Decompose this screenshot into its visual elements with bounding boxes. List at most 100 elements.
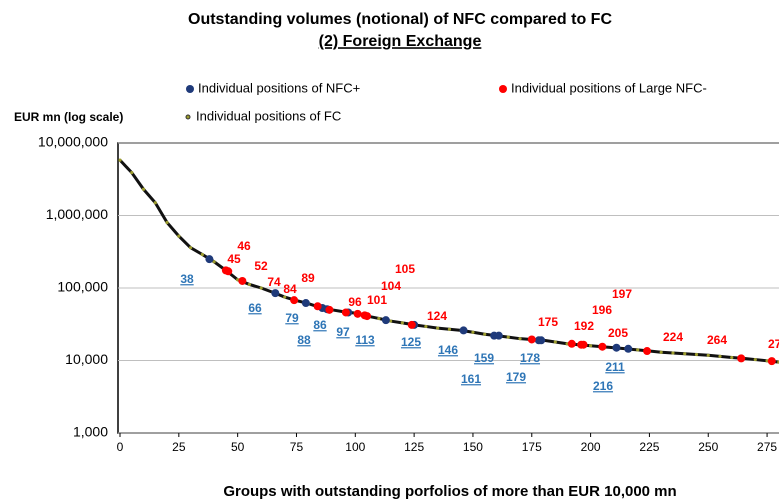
- point-label: 96: [348, 295, 362, 309]
- point-label: 197: [612, 287, 632, 301]
- x-tick-label: 75: [290, 440, 304, 454]
- point-label: 105: [395, 262, 415, 276]
- fc-point: [753, 357, 757, 362]
- nfc-plus-point: [301, 299, 310, 308]
- point-label: 84: [283, 282, 297, 296]
- fc-point: [589, 344, 593, 348]
- point-label: 175: [538, 315, 558, 329]
- chart-subtitle: (2) Foreign Exchange: [319, 33, 482, 50]
- point-label: 224: [663, 330, 683, 344]
- fc-point: [283, 295, 287, 299]
- x-tick-label: 250: [698, 440, 718, 454]
- point-label: 146: [438, 343, 458, 357]
- point-label: 124: [427, 309, 447, 323]
- point-label: 79: [285, 311, 299, 325]
- y-tick-label: 1,000,000: [46, 206, 108, 222]
- nfc-minus-point: [325, 305, 334, 314]
- fc-point: [471, 330, 475, 334]
- fc-point: [483, 332, 487, 336]
- y-axis-label: EUR mn (log scale): [14, 110, 123, 124]
- point-label: 45: [227, 252, 241, 266]
- point-label: 205: [608, 326, 628, 340]
- point-label: 196: [592, 303, 612, 317]
- nfc-minus-point: [579, 340, 588, 349]
- point-label: 97: [336, 325, 350, 339]
- nfc-minus-point: [767, 357, 776, 366]
- nfc-minus-point: [224, 267, 233, 276]
- point-label: 52: [254, 259, 268, 273]
- nfc-plus-point: [381, 316, 390, 325]
- nfc-plus-point: [612, 343, 621, 352]
- fc-point: [518, 337, 522, 341]
- legend-marker: [186, 85, 194, 93]
- fc-point: [165, 220, 169, 225]
- x-tick-label: 150: [463, 440, 483, 454]
- nfc-minus-point: [643, 347, 652, 356]
- fc-point: [153, 201, 157, 205]
- point-label: 88: [297, 333, 311, 347]
- x-tick-label: 25: [172, 440, 186, 454]
- nfc-plus-point: [271, 289, 280, 298]
- fc-point: [659, 350, 663, 354]
- nfc-plus-point: [624, 344, 633, 353]
- fc-point: [118, 158, 122, 162]
- point-label: 211: [605, 360, 625, 374]
- point-label: 46: [237, 239, 251, 253]
- nfc-minus-point: [290, 296, 299, 305]
- legend-label: Individual positions of NFC+: [198, 80, 360, 95]
- point-label: 113: [355, 333, 375, 347]
- nfc-minus-point: [737, 354, 746, 363]
- fc-point: [377, 316, 381, 321]
- x-tick-label: 125: [404, 440, 424, 454]
- legend-marker: [185, 114, 191, 120]
- fc-point: [424, 324, 428, 329]
- nfc-plus-point: [205, 255, 214, 264]
- point-label: 74: [267, 275, 281, 289]
- fc-point: [683, 352, 687, 356]
- x-tick-label: 175: [522, 440, 542, 454]
- nfc-minus-point: [598, 342, 607, 351]
- x-tick-label: 275: [757, 440, 777, 454]
- nfc-minus-point: [567, 339, 576, 348]
- point-label: 161: [461, 372, 481, 386]
- fc-point: [259, 286, 263, 290]
- fc-point: [400, 321, 404, 325]
- point-label: 101: [367, 293, 387, 307]
- point-label: 264: [707, 333, 727, 347]
- legend-marker: [499, 85, 507, 93]
- x-tick-label: 50: [231, 440, 245, 454]
- nfc-plus-point: [494, 331, 503, 340]
- nfc-plus-point: [537, 336, 546, 345]
- fc-point: [436, 326, 440, 330]
- nfc-plus-point: [459, 326, 468, 335]
- fc-point: [553, 340, 557, 344]
- fc-point: [188, 246, 193, 250]
- fc-point: [141, 187, 146, 191]
- point-label: 38: [180, 272, 194, 286]
- point-label: 86: [313, 318, 327, 332]
- point-label: 179: [506, 370, 526, 384]
- fc-point: [730, 355, 734, 360]
- fc-point: [177, 234, 181, 238]
- nfc-minus-point: [363, 312, 372, 321]
- fc-point: [130, 171, 134, 175]
- y-tick-label: 1,000: [73, 424, 108, 440]
- fc-point: [706, 353, 710, 357]
- x-tick-label: 200: [581, 440, 601, 454]
- point-label: 104: [381, 279, 401, 293]
- point-label: 66: [248, 301, 262, 315]
- nfc-minus-point: [313, 302, 322, 311]
- fc-point: [200, 252, 204, 257]
- x-tick-label: 225: [639, 440, 659, 454]
- point-label: 125: [401, 335, 421, 349]
- point-label: 89: [301, 271, 315, 285]
- x-tick-label: 0: [117, 440, 124, 454]
- fc-point: [506, 335, 510, 339]
- x-tick-label: 100: [345, 440, 365, 454]
- nfc-minus-point: [238, 276, 247, 285]
- nfc-minus-point: [353, 309, 362, 318]
- y-tick-label: 100,000: [57, 279, 108, 295]
- y-tick-label: 10,000,000: [38, 134, 108, 150]
- nfc-minus-point: [407, 320, 416, 329]
